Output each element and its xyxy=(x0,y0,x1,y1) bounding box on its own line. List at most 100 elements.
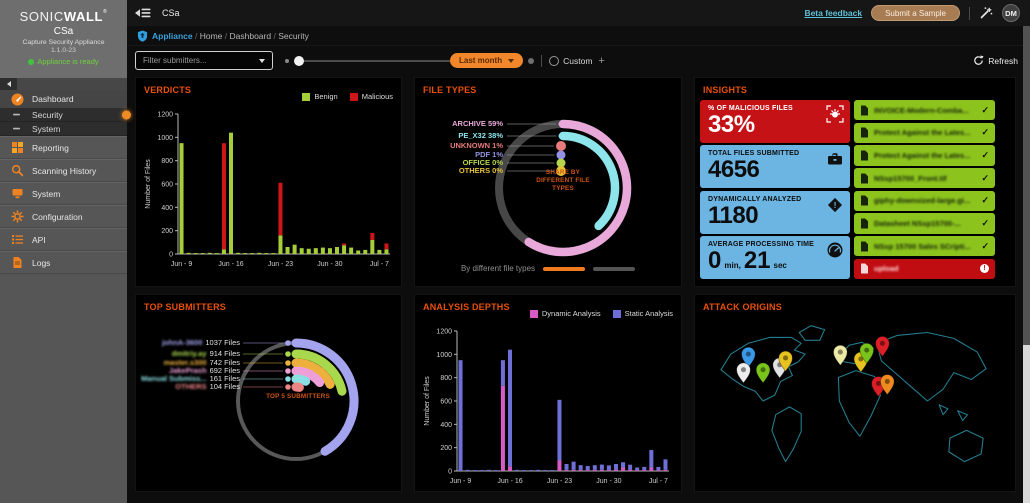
bar-benign[interactable] xyxy=(229,132,233,254)
bar-dynamic-analysis[interactable] xyxy=(642,470,647,472)
page-scrollbar[interactable] xyxy=(1023,26,1030,503)
filter-submitters-select[interactable]: Filter submitters... xyxy=(135,51,273,70)
bar-benign[interactable] xyxy=(200,253,205,255)
slice-pe-x32[interactable] xyxy=(558,131,620,231)
submitter-arc-jakeprash[interactable] xyxy=(291,366,325,388)
file-row[interactable]: upload! xyxy=(854,258,995,279)
bar-static-analysis[interactable] xyxy=(649,450,654,468)
refresh-button[interactable]: Refresh xyxy=(973,55,1018,66)
bar-benign[interactable] xyxy=(349,247,354,254)
map-pin[interactable] xyxy=(736,362,751,384)
bar-dynamic-analysis[interactable] xyxy=(621,467,626,472)
bar-static-analysis[interactable] xyxy=(606,465,611,471)
bar-dynamic-analysis[interactable] xyxy=(571,469,576,471)
bar-dynamic-analysis[interactable] xyxy=(606,470,611,472)
bar-static-analysis[interactable] xyxy=(493,470,498,472)
dot-archive[interactable] xyxy=(558,121,564,127)
sidebar-item-dashboard[interactable]: Dashboard xyxy=(0,90,127,108)
bar-benign[interactable] xyxy=(221,249,226,254)
submitter-arc-manual-submiss[interactable] xyxy=(291,374,311,386)
breadcrumb-home[interactable]: Home xyxy=(199,30,223,41)
bar-malicious[interactable] xyxy=(342,243,347,246)
bar-benign[interactable] xyxy=(370,240,375,254)
file-row[interactable]: Protect Against the Lates... ✓ xyxy=(854,145,995,166)
bar-benign[interactable] xyxy=(320,247,325,254)
bar-static-analysis[interactable] xyxy=(479,470,484,472)
bar-static-analysis[interactable] xyxy=(486,469,491,471)
insight-tile-total-files-submitted[interactable]: TOTAL FILES SUBMITTED 4656 xyxy=(700,145,850,189)
bar-static-analysis[interactable] xyxy=(635,467,640,471)
bar-benign[interactable] xyxy=(236,252,241,254)
bar-static-analysis[interactable] xyxy=(571,461,576,470)
bar-dynamic-analysis[interactable] xyxy=(614,469,618,471)
sidebar-item-logs[interactable]: Logs xyxy=(0,251,127,274)
menu-collapse-icon[interactable] xyxy=(135,7,151,19)
bar-static-analysis[interactable] xyxy=(536,469,541,471)
dot-unknown[interactable] xyxy=(556,141,566,151)
sidebar-collapse-button[interactable] xyxy=(0,78,17,90)
bar-static-analysis[interactable] xyxy=(585,465,590,471)
bar-benign[interactable] xyxy=(285,247,290,254)
dot-pe-x32[interactable] xyxy=(558,133,564,139)
dot-others[interactable] xyxy=(556,166,566,176)
bar-malicious[interactable] xyxy=(370,233,375,240)
bar-benign[interactable] xyxy=(257,252,262,254)
bar-dynamic-analysis[interactable] xyxy=(649,467,654,472)
bar-static-analysis[interactable] xyxy=(656,466,661,471)
insight-tile-of-malicious-files[interactable]: % OF MALICIOUS FILES 33% xyxy=(700,100,850,143)
time-range-pill[interactable]: Last month xyxy=(450,53,524,68)
dot-pdf[interactable] xyxy=(556,150,566,160)
bar-static-analysis[interactable] xyxy=(550,470,555,472)
bar-dynamic-analysis[interactable] xyxy=(578,469,583,471)
slice-archive[interactable] xyxy=(524,119,632,257)
sidebar-item-api[interactable]: API xyxy=(0,228,127,251)
scrollbar-thumb[interactable] xyxy=(1023,345,1030,503)
bar-benign[interactable] xyxy=(363,249,368,254)
map-pin[interactable] xyxy=(741,346,756,368)
bar-benign[interactable] xyxy=(193,253,198,255)
bar-dynamic-analysis[interactable] xyxy=(564,469,569,471)
bar-static-analysis[interactable] xyxy=(578,465,583,470)
breadcrumb-security[interactable]: Security xyxy=(278,30,309,41)
file-row[interactable]: NSsp 15700 Sales SCripti... ✓ xyxy=(854,236,995,257)
submitter-arc-dmitriy-ay[interactable] xyxy=(291,349,347,396)
bar-benign[interactable] xyxy=(243,253,248,255)
bar-dynamic-analysis[interactable] xyxy=(599,469,604,471)
bar-static-analysis[interactable] xyxy=(543,470,548,472)
bar-benign[interactable] xyxy=(278,235,283,254)
bar-static-analysis[interactable] xyxy=(592,465,597,470)
breadcrumb-dashboard[interactable]: Dashboard xyxy=(229,30,272,41)
bar-static-analysis[interactable] xyxy=(508,349,512,467)
custom-range-radio[interactable] xyxy=(549,55,560,66)
bar-malicious[interactable] xyxy=(221,143,226,250)
bar-benign[interactable] xyxy=(384,249,389,254)
submitter-arc-master-s300[interactable] xyxy=(291,358,335,389)
submitter-dot[interactable] xyxy=(285,360,291,366)
beta-feedback-link[interactable]: Beta feedback xyxy=(804,8,863,18)
bar-benign[interactable] xyxy=(264,253,269,255)
dot-office[interactable] xyxy=(556,158,566,168)
bar-static-analysis[interactable] xyxy=(465,469,470,471)
file-row[interactable]: Datasheet NSsp15700-... ✓ xyxy=(854,213,995,234)
bar-dynamic-analysis[interactable] xyxy=(628,469,633,471)
map-pin[interactable] xyxy=(859,342,874,364)
sidebar-item-configuration[interactable]: Configuration xyxy=(0,205,127,228)
bar-benign[interactable] xyxy=(214,253,219,255)
bar-dynamic-analysis[interactable] xyxy=(557,460,562,472)
bar-static-analysis[interactable] xyxy=(599,464,604,470)
bar-dynamic-analysis[interactable] xyxy=(508,466,512,471)
bar-benign[interactable] xyxy=(342,245,347,254)
slider-track[interactable] xyxy=(304,59,450,62)
bar-benign[interactable] xyxy=(306,248,311,254)
map-pin[interactable] xyxy=(880,374,895,396)
sidebar-item-system[interactable]: System xyxy=(0,182,127,205)
bar-static-analysis[interactable] xyxy=(564,464,569,470)
bar-benign[interactable] xyxy=(207,252,212,254)
bar-benign[interactable] xyxy=(186,252,191,254)
wand-icon[interactable] xyxy=(979,6,993,20)
bar-benign[interactable] xyxy=(335,247,339,254)
file-row[interactable]: Protect Against the Lates... ✓ xyxy=(854,122,995,143)
submitter-arc-johna-3600[interactable] xyxy=(291,338,359,456)
bar-benign[interactable] xyxy=(292,244,297,254)
bar-dynamic-analysis[interactable] xyxy=(635,470,640,472)
